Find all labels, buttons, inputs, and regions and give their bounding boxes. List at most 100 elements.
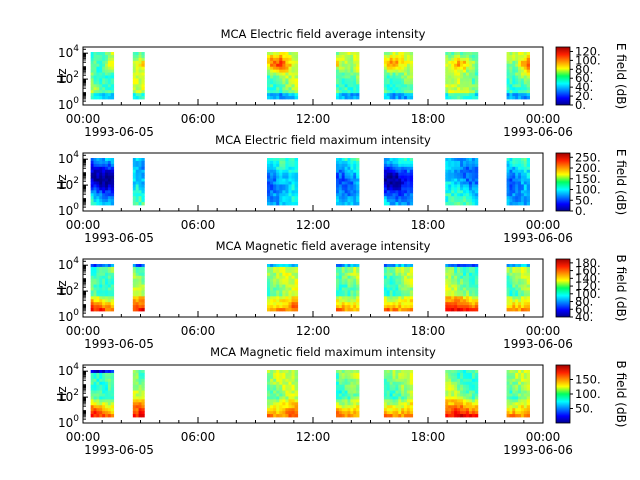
spectrogram-cell xyxy=(460,269,464,274)
spectrogram-cell xyxy=(448,378,452,383)
spectrogram-cell xyxy=(404,52,408,56)
spectrogram-cell xyxy=(273,181,277,185)
spectrogram-cell xyxy=(398,264,402,268)
spectrogram-cell xyxy=(99,93,103,97)
spectrogram-cell xyxy=(338,296,343,300)
spectrogram-cell xyxy=(336,184,340,188)
spectrogram-cell xyxy=(110,414,115,418)
spectrogram-cell xyxy=(451,69,455,73)
spectrogram-cell xyxy=(132,305,137,309)
spectrogram-cell xyxy=(347,290,351,294)
spectrogram-cell xyxy=(341,81,346,85)
spectrogram-cell xyxy=(451,293,455,297)
spectrogram-cell xyxy=(401,393,405,397)
spectrogram-cell xyxy=(392,390,396,394)
spectrogram-cell xyxy=(336,408,340,412)
spectrogram-block xyxy=(383,264,414,312)
spectrogram-cell xyxy=(386,275,391,280)
spectrogram-cell xyxy=(285,57,289,62)
spectrogram-cell xyxy=(451,96,455,100)
spectrogram-cell xyxy=(386,175,391,179)
spectrogram-cell xyxy=(406,57,411,62)
spectrogram-cell xyxy=(526,60,530,65)
spectrogram-cell xyxy=(102,178,106,182)
spectrogram-cell xyxy=(526,411,530,415)
spectrogram-cell xyxy=(270,63,274,68)
spectrogram-cell xyxy=(341,278,346,283)
spectrogram-cell xyxy=(392,160,396,165)
spectrogram-cell xyxy=(506,287,510,291)
spectrogram-cell xyxy=(404,57,408,62)
spectrogram-cell xyxy=(270,187,274,191)
spectrogram-cell xyxy=(454,193,458,197)
spectrogram-cell xyxy=(356,290,360,294)
spectrogram-cell xyxy=(389,281,393,285)
spectrogram-cell xyxy=(93,78,97,82)
spectrogram-cell xyxy=(288,302,292,306)
spectrogram-cell xyxy=(96,160,100,165)
spectrogram-cell xyxy=(356,281,360,285)
spectrogram-cell xyxy=(468,181,473,185)
spectrogram-cell xyxy=(448,81,452,85)
spectrogram-cell xyxy=(468,375,473,380)
spectrogram-cell xyxy=(276,160,280,165)
spectrogram-cell xyxy=(445,72,449,76)
spectrogram-cell xyxy=(107,299,112,303)
spectrogram-cell xyxy=(279,299,283,303)
spectrogram-cell xyxy=(356,408,360,412)
spectrogram-cell xyxy=(102,160,106,165)
spectrogram-cell xyxy=(138,393,142,397)
spectrogram-block xyxy=(267,370,299,418)
spectrogram-cell xyxy=(395,375,399,380)
spectrogram-cell xyxy=(338,266,343,271)
spectrogram-cell xyxy=(99,87,103,91)
spectrogram-cell xyxy=(445,278,449,283)
spectrogram-cell xyxy=(406,414,411,418)
spectrogram-cell xyxy=(90,305,94,309)
spectrogram-cell xyxy=(336,405,340,409)
spectrogram-cell xyxy=(454,287,458,291)
spectrogram-cell xyxy=(96,393,100,397)
spectrogram-block xyxy=(445,264,479,312)
spectrogram-cell xyxy=(409,181,414,185)
spectrogram-cell xyxy=(515,390,519,394)
spectrogram-cell xyxy=(526,78,530,82)
spectrogram-cell xyxy=(392,199,396,203)
spectrogram-cell xyxy=(267,158,271,162)
spectrogram-cell xyxy=(468,387,473,391)
spectrogram-cell xyxy=(344,184,348,188)
spectrogram-cell xyxy=(138,181,142,185)
spectrogram-cell xyxy=(107,84,112,88)
spectrogram-cell xyxy=(110,81,115,85)
spectrogram-cell xyxy=(520,199,525,203)
spectrogram-cell xyxy=(474,63,479,68)
spectrogram-cell xyxy=(460,57,464,62)
spectrogram-cell xyxy=(135,381,139,386)
spectrogram-cell xyxy=(282,384,286,389)
spectrogram-cell xyxy=(285,302,289,306)
spectrogram-cell xyxy=(398,160,402,165)
spectrogram-cell xyxy=(105,78,109,82)
spectrogram-cell xyxy=(102,293,106,297)
spectrogram-cell xyxy=(460,387,464,391)
spectrogram-cell xyxy=(389,60,393,65)
spectrogram-cell xyxy=(270,84,274,88)
spectrogram-cell xyxy=(474,411,479,415)
spectrogram-cell xyxy=(465,87,470,91)
spectrogram-cell xyxy=(93,54,97,59)
spectrogram-cell xyxy=(468,299,473,303)
spectrogram-cell xyxy=(520,54,525,59)
spectrogram-cell xyxy=(350,269,354,274)
spectrogram-cell xyxy=(110,290,115,294)
spectrogram-cell xyxy=(344,57,348,62)
spectrogram-cell xyxy=(141,193,145,197)
spectrogram-cell xyxy=(474,305,479,309)
spectrogram-cell xyxy=(294,193,299,197)
spectrogram-cell xyxy=(457,296,461,300)
spectrogram-cell xyxy=(135,370,139,374)
spectrogram-cell xyxy=(401,402,405,406)
spectrogram-cell xyxy=(107,66,112,71)
spectrogram-cell xyxy=(336,69,340,73)
spectrogram-cell xyxy=(523,278,528,283)
spectrogram-cell xyxy=(463,378,467,383)
